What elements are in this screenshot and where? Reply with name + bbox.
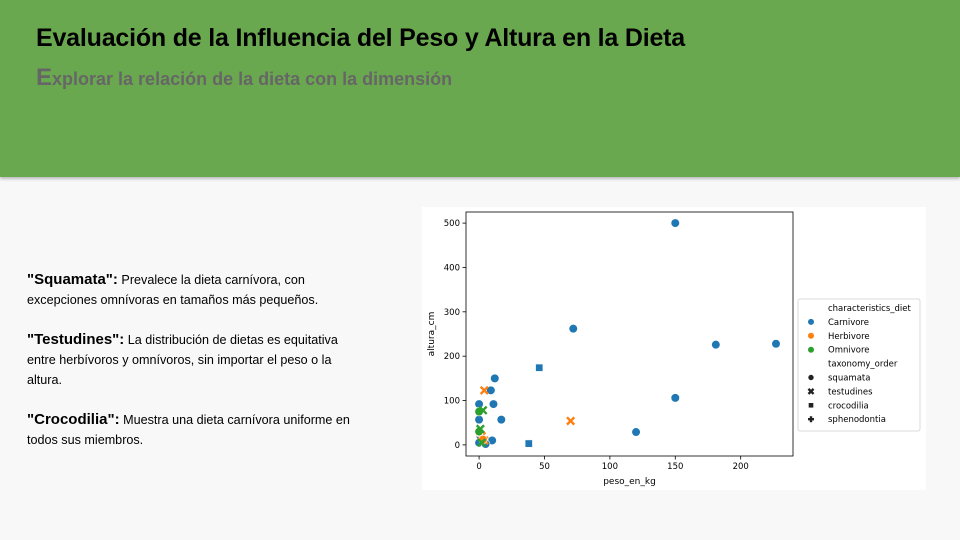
note-crocodilia: "Crocodilia": Muestra una dieta carnívor…	[27, 410, 367, 450]
y-tick-label: 500	[444, 219, 460, 229]
y-tick-label: 100	[444, 397, 460, 407]
title-banner	[0, 0, 960, 177]
legend-marker	[808, 318, 814, 325]
legend-label: sphenodontia	[828, 415, 886, 425]
data-point	[474, 415, 484, 425]
legend-label: testudines	[828, 387, 873, 397]
data-point	[486, 385, 496, 395]
data-point	[631, 427, 641, 437]
legend-label: crocodilia	[828, 401, 869, 411]
subtitle-initial: E	[36, 64, 53, 91]
x-axis-label: peso_en_kg	[603, 477, 656, 487]
note-term: "Testudines":	[27, 331, 125, 348]
data-point	[670, 218, 680, 228]
legend-marker	[808, 416, 814, 423]
note-body: La distribución de dietas es equitativa …	[27, 333, 338, 387]
y-tick-label: 200	[444, 352, 460, 362]
data-point	[488, 399, 499, 409]
legend-marker	[808, 346, 814, 353]
y-axis-label: altura_cm	[427, 312, 437, 357]
observations-text: "Squamata": Prevalece la dieta carnívora…	[27, 270, 367, 470]
legend-label: squamata	[828, 374, 870, 384]
legend-marker	[807, 374, 815, 381]
note-squamata: "Squamata": Prevalece la dieta carnívora…	[27, 270, 367, 310]
data-point	[670, 393, 680, 403]
note-term: "Squamata":	[27, 271, 118, 288]
slide-title: Evaluación de la Influencia del Peso y A…	[36, 24, 686, 52]
x-tick-label: 100	[602, 462, 618, 472]
data-point	[524, 439, 533, 448]
x-tick-label: 0	[476, 462, 481, 472]
legend-marker	[807, 388, 815, 395]
y-tick-label: 300	[444, 308, 460, 318]
legend-marker	[808, 402, 814, 409]
legend-marker	[808, 332, 814, 339]
legend-title: characteristics_diet	[828, 304, 912, 314]
data-point	[496, 415, 506, 425]
scatter-chart-container: 0 50 100 150 200 0 100 200 300 400 500 peso_en_kg al…	[422, 207, 926, 490]
note-body: Prevalece la dieta carnívora, con excepc…	[27, 273, 319, 307]
data-point	[771, 339, 781, 349]
legend-title: taxonomy_order	[828, 360, 898, 370]
x-tick-label: 50	[539, 462, 550, 472]
subtitle-rest: xplorar la relación de la dieta con la d…	[52, 69, 453, 89]
note-term: "Crocodilia":	[27, 411, 120, 428]
x-tick-label: 150	[667, 462, 683, 472]
slide-subtitle: Explorar la relación de la dieta con la …	[36, 64, 452, 92]
data-point	[711, 340, 721, 350]
x-tick-label: 200	[733, 462, 749, 472]
data-point	[535, 363, 544, 372]
legend-label: Herbivore	[828, 332, 870, 342]
note-testudines: "Testudines": La distribución de dietas …	[27, 330, 367, 390]
legend-box	[797, 298, 921, 432]
y-tick-label: 400	[444, 263, 460, 273]
legend-label: Omnivore	[828, 346, 870, 356]
data-point	[475, 424, 485, 434]
data-point	[566, 416, 576, 426]
data-point	[478, 405, 488, 415]
plot-frame	[465, 211, 794, 457]
data-point	[479, 385, 489, 395]
y-tick-label: 0	[455, 441, 460, 451]
data-point	[568, 324, 578, 334]
scatter-chart: 0 50 100 150 200 0 100 200 300 400 500 peso_en_kg al…	[427, 211, 921, 487]
data-point	[477, 438, 487, 448]
legend-label: Carnivore	[828, 318, 869, 328]
data-point	[490, 373, 500, 383]
note-body: Muestra una dieta carnívora uniforme en …	[27, 413, 350, 447]
